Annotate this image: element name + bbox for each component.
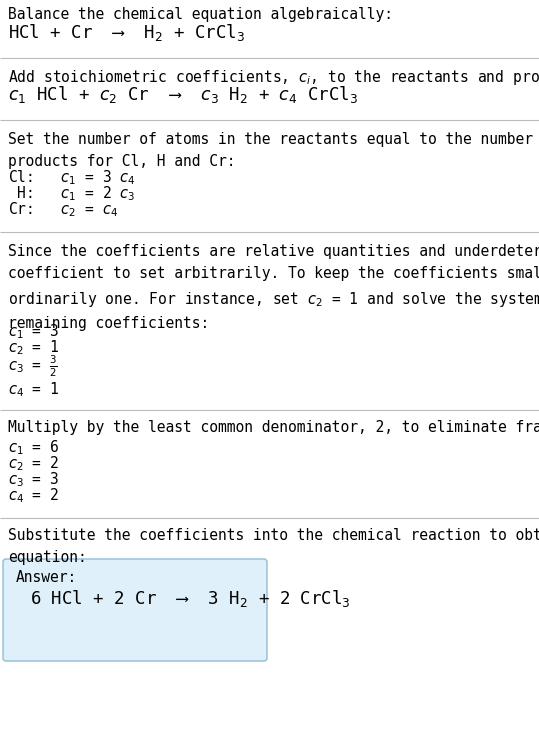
- Text: Cr:   $c_2$ = $c_4$: Cr: $c_2$ = $c_4$: [8, 200, 118, 219]
- Text: Substitute the coefficients into the chemical reaction to obtain the balanced
eq: Substitute the coefficients into the che…: [8, 528, 539, 566]
- Text: H:   $c_1$ = 2 $c_3$: H: $c_1$ = 2 $c_3$: [8, 184, 135, 203]
- Text: $c_1$ HCl + $c_2$ Cr  ⟶  $c_3$ H$_2$ + $c_4$ CrCl$_3$: $c_1$ HCl + $c_2$ Cr ⟶ $c_3$ H$_2$ + $c_…: [8, 84, 358, 105]
- Text: Add stoichiometric coefficients, $c_i$, to the reactants and products:: Add stoichiometric coefficients, $c_i$, …: [8, 68, 539, 87]
- Text: $c_1$ = 6: $c_1$ = 6: [8, 438, 59, 456]
- FancyBboxPatch shape: [3, 559, 267, 661]
- Text: $c_1$ = 3: $c_1$ = 3: [8, 322, 59, 341]
- Text: Multiply by the least common denominator, 2, to eliminate fractional coefficient: Multiply by the least common denominator…: [8, 420, 539, 435]
- Text: HCl + Cr  ⟶  H$_2$ + CrCl$_3$: HCl + Cr ⟶ H$_2$ + CrCl$_3$: [8, 22, 245, 43]
- Text: Answer:: Answer:: [16, 570, 77, 585]
- Text: $c_2$ = 2: $c_2$ = 2: [8, 454, 59, 473]
- Text: $c_4$ = 1: $c_4$ = 1: [8, 380, 59, 399]
- Text: $c_4$ = 2: $c_4$ = 2: [8, 486, 59, 505]
- Text: $c_3$ = 3: $c_3$ = 3: [8, 470, 59, 489]
- Text: $c_2$ = 1: $c_2$ = 1: [8, 338, 59, 356]
- Text: Balance the chemical equation algebraically:: Balance the chemical equation algebraica…: [8, 7, 393, 22]
- Text: $c_3$ = $\frac{3}{2}$: $c_3$ = $\frac{3}{2}$: [8, 354, 58, 379]
- Text: Since the coefficients are relative quantities and underdetermined, choose a
coe: Since the coefficients are relative quan…: [8, 244, 539, 331]
- Text: Set the number of atoms in the reactants equal to the number of atoms in the
pro: Set the number of atoms in the reactants…: [8, 132, 539, 169]
- Text: Cl:   $c_1$ = 3 $c_4$: Cl: $c_1$ = 3 $c_4$: [8, 168, 136, 186]
- Text: 6 HCl + 2 Cr  ⟶  3 H$_2$ + 2 CrCl$_3$: 6 HCl + 2 Cr ⟶ 3 H$_2$ + 2 CrCl$_3$: [30, 588, 351, 609]
